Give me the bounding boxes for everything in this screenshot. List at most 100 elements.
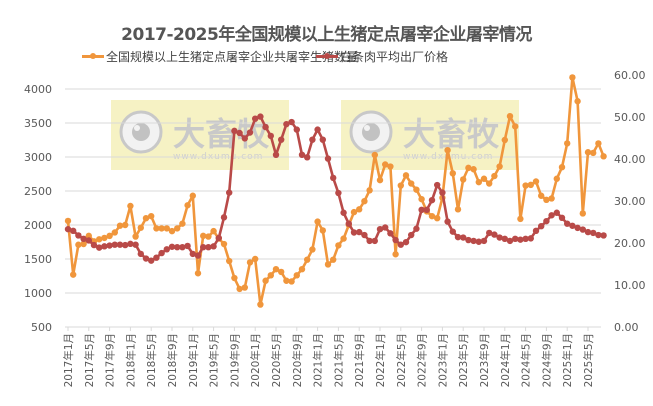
- data-point: [283, 277, 290, 284]
- data-point: [70, 227, 77, 235]
- data-point: [278, 136, 285, 143]
- data-point: [96, 244, 103, 251]
- data-point: [512, 123, 519, 130]
- data-point: [475, 238, 482, 245]
- data-point: [252, 255, 259, 263]
- data-point: [569, 74, 576, 81]
- data-point: [574, 224, 581, 232]
- y-right-tick-label: 50.00: [614, 111, 646, 124]
- data-point: [501, 136, 508, 144]
- legend-label-slaughter-count: 全国规模以上生猪定点屠宰企业共屠宰生猪数量: [106, 50, 359, 64]
- y-left-tick-label: 1000: [24, 287, 52, 300]
- data-point: [382, 161, 389, 168]
- data-point: [579, 226, 586, 233]
- data-point: [558, 214, 566, 221]
- data-point: [278, 268, 285, 276]
- data-point: [595, 140, 602, 147]
- data-point: [85, 232, 93, 240]
- data-point: [382, 224, 389, 231]
- data-point: [205, 233, 212, 240]
- y-left-tick-label: 2500: [24, 185, 52, 198]
- data-point: [387, 230, 394, 237]
- data-point: [90, 241, 98, 249]
- data-point: [512, 235, 519, 242]
- data-point: [153, 254, 160, 261]
- data-point: [288, 278, 295, 285]
- y-left-tick-label: 500: [31, 321, 52, 334]
- data-point: [444, 218, 451, 225]
- data-point: [392, 236, 399, 244]
- chart-title: 2017-2025年全国规模以上生猪定点屠宰企业屠宰情况: [121, 25, 532, 45]
- data-point: [600, 232, 607, 239]
- data-point: [590, 149, 597, 157]
- data-point: [267, 272, 274, 279]
- data-point: [408, 180, 415, 187]
- data-point: [314, 218, 321, 225]
- data-point: [111, 241, 119, 248]
- data-point: [194, 252, 202, 259]
- data-point: [220, 214, 228, 221]
- data-point: [335, 189, 342, 197]
- x-tick-label: 2021年1月: [312, 333, 325, 387]
- data-point: [548, 195, 555, 202]
- data-point: [101, 234, 108, 242]
- data-point: [569, 222, 576, 229]
- data-point: [543, 196, 550, 204]
- data-point: [267, 132, 274, 140]
- x-tick-label: 2025年1月: [561, 333, 574, 387]
- x-tick-label: 2023年9月: [478, 333, 491, 387]
- legend-line-red-icon: [316, 53, 338, 59]
- data-point: [454, 206, 462, 213]
- data-point: [148, 212, 155, 220]
- x-tick-label: 2018年9月: [166, 333, 179, 387]
- data-point: [189, 250, 196, 258]
- data-point: [257, 301, 264, 308]
- series-slaughter-count: [64, 74, 607, 308]
- data-point: [80, 240, 87, 248]
- data-point: [527, 235, 534, 242]
- x-tick-label: 2019年5月: [208, 333, 221, 387]
- data-point: [304, 154, 311, 161]
- data-point: [137, 250, 144, 258]
- data-point: [298, 266, 306, 273]
- data-point: [148, 257, 155, 264]
- data-point: [220, 240, 228, 248]
- data-point: [252, 115, 259, 122]
- data-point: [179, 220, 186, 227]
- data-point: [590, 229, 597, 237]
- data-point: [553, 175, 560, 182]
- data-point: [564, 140, 571, 147]
- data-point: [350, 208, 358, 216]
- data-point: [184, 202, 191, 209]
- data-point: [470, 237, 477, 245]
- x-tick-label: 2020年1月: [249, 333, 262, 387]
- data-point: [293, 272, 300, 279]
- y-axis-right: 0.00 10.00 20.00 30.00 40.00 50.00 60.00: [614, 69, 646, 334]
- data-point: [236, 129, 243, 137]
- data-point: [272, 151, 280, 158]
- x-tick-label: 2020年5月: [270, 333, 283, 387]
- x-tick-label: 2024年1月: [499, 333, 512, 387]
- data-point: [376, 225, 384, 233]
- data-point: [376, 176, 384, 184]
- data-point: [70, 271, 77, 278]
- x-tick-label: 2024年5月: [520, 333, 533, 387]
- legend-label-pork-price: 白条肉平均出厂价格: [340, 50, 449, 64]
- data-point: [324, 155, 332, 162]
- y-left-tick-label: 1500: [24, 253, 52, 266]
- data-point: [532, 227, 540, 235]
- data-point: [106, 242, 113, 249]
- data-point: [480, 175, 488, 182]
- data-point: [142, 255, 150, 262]
- data-point: [324, 261, 332, 268]
- data-point: [564, 220, 571, 227]
- data-point: [210, 227, 217, 235]
- data-point: [439, 189, 446, 196]
- data-point: [460, 176, 467, 183]
- data-point: [262, 123, 269, 131]
- y-right-tick-label: 60.00: [614, 69, 646, 82]
- data-point: [460, 234, 467, 241]
- data-point: [579, 210, 586, 217]
- data-point: [241, 135, 248, 142]
- data-point: [293, 126, 300, 133]
